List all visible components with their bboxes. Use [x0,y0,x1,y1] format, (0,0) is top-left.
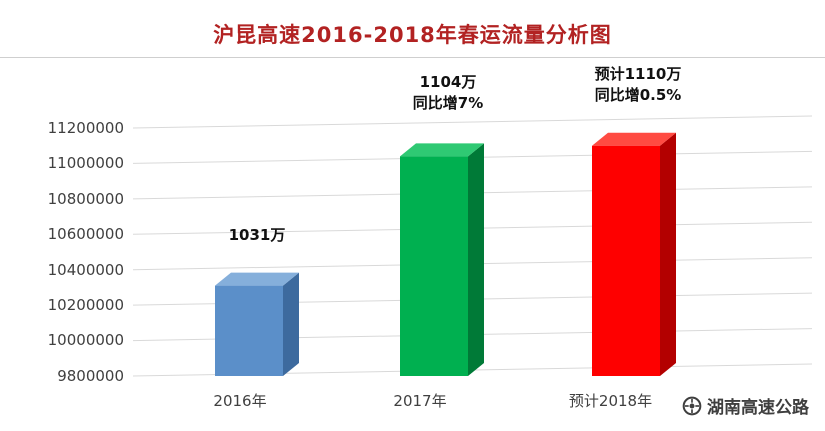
bar-2018-front-face [592,145,660,376]
bar-label-line: 同比增7% [412,94,484,112]
bar-group [215,272,299,376]
y-tick-label: 10200000 [47,296,124,314]
bar-label-2017: 1104万 同比增7% [383,72,513,114]
y-tick-label: 11000000 [47,154,124,172]
bar-2016-top-face [215,272,299,286]
bar-group [592,132,676,376]
bar-label-line: 1104万 [419,73,477,91]
y-tick-label: 11200000 [47,119,124,137]
y-tick-label: 10800000 [47,190,124,208]
bar-2018-top-face [592,132,676,146]
bar-label-2016: 1031万 [197,225,317,246]
bar-2017-top-face [400,143,484,157]
bar-2016-front-face [215,285,283,376]
x-category-label: 预计2018年 [568,392,653,410]
watermark-text: 湖南高速公路 [707,398,809,418]
bar-2018-side-face [660,132,676,376]
x-category-label: 2016年 [213,392,267,410]
chart-title: 沪昆高速2016-2018年春运流量分析图 [213,23,612,47]
bar-label-line: 同比增0.5% [594,86,682,104]
y-tick-label: 10400000 [47,261,124,279]
watermark: 湖南高速公路 [682,393,809,418]
bar-group [400,143,484,376]
title-divider [0,57,825,58]
bar-label-line: 1031万 [228,226,286,244]
bar-2017-front-face [400,156,468,376]
y-tick-label: 9800000 [57,367,124,385]
bar-label-line: 预计1110万 [594,65,682,83]
bar-2017-side-face [468,143,484,376]
hunan-expressway-logo-icon [682,396,702,416]
x-category-label: 2017年 [393,392,447,410]
bar-2016-side-face [283,272,299,376]
y-tick-label: 10000000 [47,331,124,349]
y-tick-label: 10600000 [47,225,124,243]
bar-label-2018: 预计1110万 同比增0.5% [558,64,718,106]
